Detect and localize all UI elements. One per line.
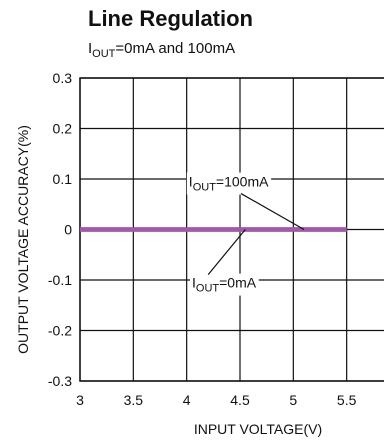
x-tick-label: 5 bbox=[289, 392, 297, 408]
y-tick-label: -0.2 bbox=[48, 323, 72, 339]
annotation-label: IOUT=0mA bbox=[192, 275, 257, 295]
y-tick-label: 0 bbox=[64, 222, 72, 238]
y-tick-label: 0.1 bbox=[53, 171, 73, 187]
x-tick-label: 4.5 bbox=[230, 392, 250, 408]
x-tick-label: 3 bbox=[76, 392, 84, 408]
annotation-bg bbox=[186, 172, 272, 195]
annotation-leader-line bbox=[207, 229, 246, 275]
y-tick-label: 0.2 bbox=[53, 121, 73, 137]
subtitle-prefix: I bbox=[88, 40, 93, 57]
x-tick-labels: 33.544.555.56 bbox=[76, 392, 357, 408]
chart-subtitle: IOUT=0mA and 100mA bbox=[88, 40, 236, 60]
x-tick-label: 3.5 bbox=[124, 392, 144, 408]
x-tick-label: 4 bbox=[183, 392, 191, 408]
annotation-label: IOUT=100mA bbox=[189, 174, 269, 194]
subtitle-subscript: OUT bbox=[92, 48, 116, 60]
x-tick-label: 5.5 bbox=[337, 392, 357, 408]
x-axis-label: INPUT VOLTAGE(V) bbox=[194, 421, 322, 437]
y-tick-label: -0.1 bbox=[48, 272, 72, 288]
annotation-leader-line bbox=[240, 193, 305, 231]
annotation-bg bbox=[190, 273, 259, 296]
annotation-layer: IOUT=100mA IOUT=0mA bbox=[186, 172, 305, 296]
y-tick-label: -0.3 bbox=[48, 373, 72, 389]
y-axis-label: OUTPUT VOLTAGE ACCURACY(%) bbox=[15, 125, 31, 354]
y-tick-labels: 0.3 0.2 0.1 0 -0.1 -0.2 -0.3 bbox=[48, 70, 72, 389]
subtitle-suffix: =0mA and 100mA bbox=[115, 40, 236, 57]
y-tick-label: 0.3 bbox=[53, 70, 73, 86]
chart-title: Line Regulation bbox=[88, 6, 253, 31]
